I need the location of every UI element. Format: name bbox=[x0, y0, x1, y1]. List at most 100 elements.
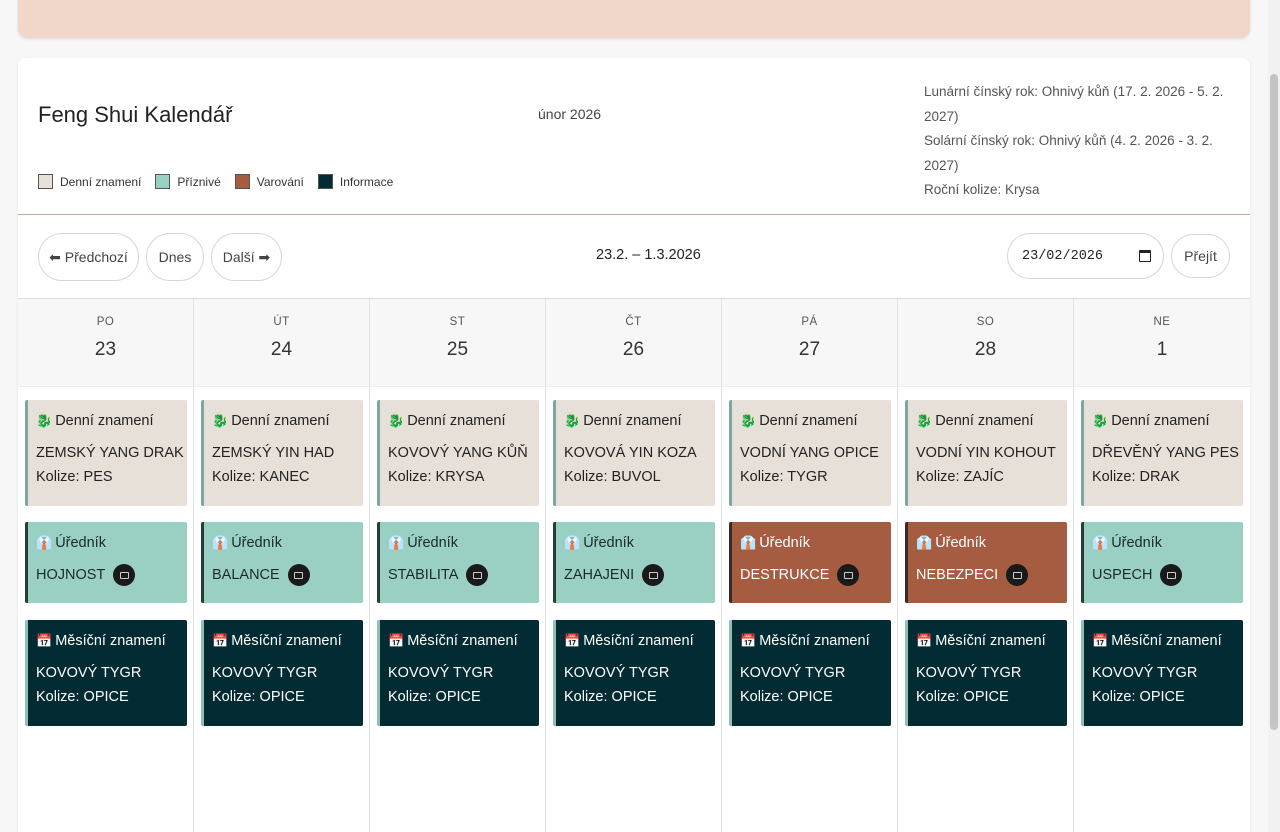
event-title-text: Měsíční znamení bbox=[55, 633, 166, 649]
monthly-collision: Kolize: OPICE bbox=[388, 689, 481, 705]
daily-sign-event[interactable]: 🐉 Denní znamení ZEMSKÝ YANG DRAK Kolize: … bbox=[25, 400, 187, 506]
year-info: Lunární čínský rok: Ohnivý kůň (17. 2. 2… bbox=[924, 80, 1250, 203]
officer-icon: 👔 bbox=[740, 535, 757, 550]
official-value: NEBEZPECI bbox=[916, 564, 1067, 586]
event-title: 👔 Úředník bbox=[564, 535, 715, 551]
monthly-sign-name: KOVOVÝ TYGR bbox=[740, 665, 846, 681]
day-column-6: NE 1 🐉 Denní znamení DŘEVĚNÝ YANG PES Kol… bbox=[1074, 299, 1250, 832]
event-title-text: Úředník bbox=[1111, 535, 1162, 551]
daily-sign-event[interactable]: 🐉 Denní znamení DŘEVĚNÝ YANG PES Kolize: … bbox=[1081, 400, 1243, 506]
event-title-text: Úředník bbox=[407, 535, 458, 551]
go-button[interactable]: Přejít bbox=[1171, 234, 1230, 278]
event-title: 📅 Měsíční znamení bbox=[1092, 633, 1243, 649]
official-event[interactable]: 👔 Úředník STABILITA bbox=[377, 522, 539, 603]
official-event[interactable]: 👔 Úředník ZAHAJENI bbox=[553, 522, 715, 603]
legend-item-daily: Denní znamení bbox=[38, 174, 141, 189]
daily-sign-event[interactable]: 🐉 Denní znamení VODNÍ YANG OPICE Kolize: … bbox=[729, 400, 891, 506]
page-scrollbar[interactable] bbox=[1268, 0, 1280, 832]
event-title-text: Denní znamení bbox=[407, 413, 506, 429]
official-event[interactable]: 👔 Úředník USPECH bbox=[1081, 522, 1243, 603]
legend: Denní znamení Příznivé Varování Informac… bbox=[38, 174, 407, 189]
officer-icon: 👔 bbox=[916, 535, 933, 550]
today-button[interactable]: Dnes bbox=[146, 233, 204, 281]
monthly-sign-event[interactable]: 📅 Měsíční znamení KOVOVÝ TYGR Kolize: OPI… bbox=[905, 620, 1067, 726]
day-column-2: ST 25 🐉 Denní znamení KOVOVÝ YANG KŮŇ Kol… bbox=[370, 299, 546, 832]
clapper-icon[interactable] bbox=[287, 564, 310, 586]
clapper-icon[interactable] bbox=[466, 564, 489, 586]
event-title-text: Měsíční znamení bbox=[935, 633, 1046, 649]
date-picker-input[interactable]: 23/02/2026 bbox=[1007, 233, 1164, 279]
official-value: USPECH bbox=[1092, 564, 1243, 586]
clapper-icon[interactable] bbox=[642, 564, 665, 586]
monthly-sign-name: KOVOVÝ TYGR bbox=[212, 665, 318, 681]
day-column-4: PÁ 27 🐉 Denní znamení VODNÍ YANG OPICE Ko… bbox=[722, 299, 898, 832]
calendar-icon: 📅 bbox=[212, 633, 229, 648]
day-number: 23 bbox=[94, 339, 117, 360]
calendar-icon: 📅 bbox=[564, 633, 581, 648]
monthly-sign-name: KOVOVÝ TYGR bbox=[916, 665, 1022, 681]
official-event[interactable]: 👔 Úředník HOJNOST bbox=[25, 522, 187, 603]
calendar-picker-icon[interactable] bbox=[1139, 250, 1151, 262]
dragon-icon: 🐉 bbox=[564, 413, 581, 428]
officer-icon: 👔 bbox=[1092, 535, 1109, 550]
daily-sign-event[interactable]: 🐉 Denní znamení VODNÍ YIN KOHOUT Kolize: … bbox=[905, 400, 1067, 506]
calendar-icon: 📅 bbox=[740, 633, 757, 648]
official-event[interactable]: 👔 Úředník BALANCE bbox=[201, 522, 363, 603]
official-event[interactable]: 👔 Úředník NEBEZPECI bbox=[905, 522, 1067, 603]
next-week-button[interactable]: Další ➡ bbox=[211, 233, 282, 281]
legend-item-favorable: Příznivé bbox=[155, 174, 221, 189]
clapper-icon[interactable] bbox=[837, 564, 860, 586]
calendar-icon: 📅 bbox=[388, 633, 405, 648]
event-title: 📅 Měsíční znamení bbox=[388, 633, 539, 649]
event-title: 🐉 Denní znamení bbox=[916, 413, 1067, 429]
day-column-1: ÚT 24 🐉 Denní znamení ZEMSKÝ YIN HAD Koli… bbox=[194, 299, 370, 832]
clapper-icon[interactable] bbox=[113, 564, 136, 586]
monthly-sign-event[interactable]: 📅 Měsíční znamení KOVOVÝ TYGR Kolize: OPI… bbox=[201, 620, 363, 726]
previous-week-button[interactable]: ⬅ Předchozí bbox=[38, 233, 139, 281]
event-title-text: Úředník bbox=[583, 535, 634, 551]
monthly-sign-event[interactable]: 📅 Měsíční znamení KOVOVÝ TYGR Kolize: OPI… bbox=[729, 620, 891, 726]
legend-item-info: Informace bbox=[317, 174, 393, 189]
daily-sign-name: KOVOVÁ YIN KOZA bbox=[564, 445, 697, 461]
monthly-collision: Kolize: OPICE bbox=[740, 689, 833, 705]
officer-icon: 👔 bbox=[212, 535, 229, 550]
official-value: DESTRUKCE bbox=[740, 564, 891, 586]
event-title: 🐉 Denní znamení bbox=[388, 413, 539, 429]
daily-sign-event[interactable]: 🐉 Denní znamení ZEMSKÝ YIN HAD Kolize: KA… bbox=[201, 400, 363, 506]
monthly-collision: Kolize: OPICE bbox=[564, 689, 657, 705]
official-value: HOJNOST bbox=[36, 564, 187, 586]
monthly-sign-event[interactable]: 📅 Měsíční znamení KOVOVÝ TYGR Kolize: OPI… bbox=[553, 620, 715, 726]
monthly-sign-name: KOVOVÝ TYGR bbox=[388, 665, 494, 681]
event-title-text: Úředník bbox=[759, 535, 810, 551]
event-title-text: Denní znamení bbox=[55, 413, 154, 429]
monthly-sign-event[interactable]: 📅 Měsíční znamení KOVOVÝ TYGR Kolize: OPI… bbox=[377, 620, 539, 726]
current-month: únor 2026 bbox=[538, 106, 602, 122]
official-event[interactable]: 👔 Úředník DESTRUKCE bbox=[729, 522, 891, 603]
clapper-icon[interactable] bbox=[1160, 564, 1183, 586]
monthly-sign-event[interactable]: 📅 Měsíční znamení KOVOVÝ TYGR Kolize: OPI… bbox=[25, 620, 187, 726]
day-column-0: PO 23 🐉 Denní znamení ZEMSKÝ YANG DRAK Ko… bbox=[18, 299, 194, 832]
scrollbar-thumb[interactable] bbox=[1270, 74, 1278, 730]
day-of-week: ČT bbox=[625, 316, 642, 328]
monthly-collision: Kolize: OPICE bbox=[212, 689, 305, 705]
page-title: Feng Shui Kalendář bbox=[38, 102, 233, 127]
date-value: 23/02/2026 bbox=[1022, 248, 1104, 264]
daily-sign-name: VODNÍ YANG OPICE bbox=[740, 445, 879, 461]
monthly-sign-event[interactable]: 📅 Měsíční znamení KOVOVÝ TYGR Kolize: OPI… bbox=[1081, 620, 1243, 726]
event-title-text: Úředník bbox=[231, 535, 282, 551]
official-name: DESTRUKCE bbox=[740, 567, 830, 583]
event-title: 📅 Měsíční znamení bbox=[36, 633, 187, 649]
day-of-week: NE bbox=[1153, 316, 1171, 328]
daily-sign-event[interactable]: 🐉 Denní znamení KOVOVÁ YIN KOZA Kolize: B… bbox=[553, 400, 715, 506]
daily-collision: Kolize: KANEC bbox=[212, 469, 310, 485]
daily-sign-name: ZEMSKÝ YIN HAD bbox=[212, 445, 335, 461]
clapper-icon[interactable] bbox=[1006, 564, 1029, 586]
day-of-week: PÁ bbox=[801, 316, 818, 328]
day-of-week: PO bbox=[96, 316, 115, 328]
yearly-collision: Roční kolize: Krysa bbox=[924, 182, 1040, 197]
daily-sign-event[interactable]: 🐉 Denní znamení KOVOVÝ YANG KŮŇ Kolize: K… bbox=[377, 400, 539, 506]
day-number: 27 bbox=[798, 339, 821, 360]
calendar-icon: 📅 bbox=[916, 633, 933, 648]
calendar-header: Feng Shui Kalendář únor 2026 Lunární čín… bbox=[18, 58, 1250, 215]
daily-collision: Kolize: TYGR bbox=[740, 469, 828, 485]
